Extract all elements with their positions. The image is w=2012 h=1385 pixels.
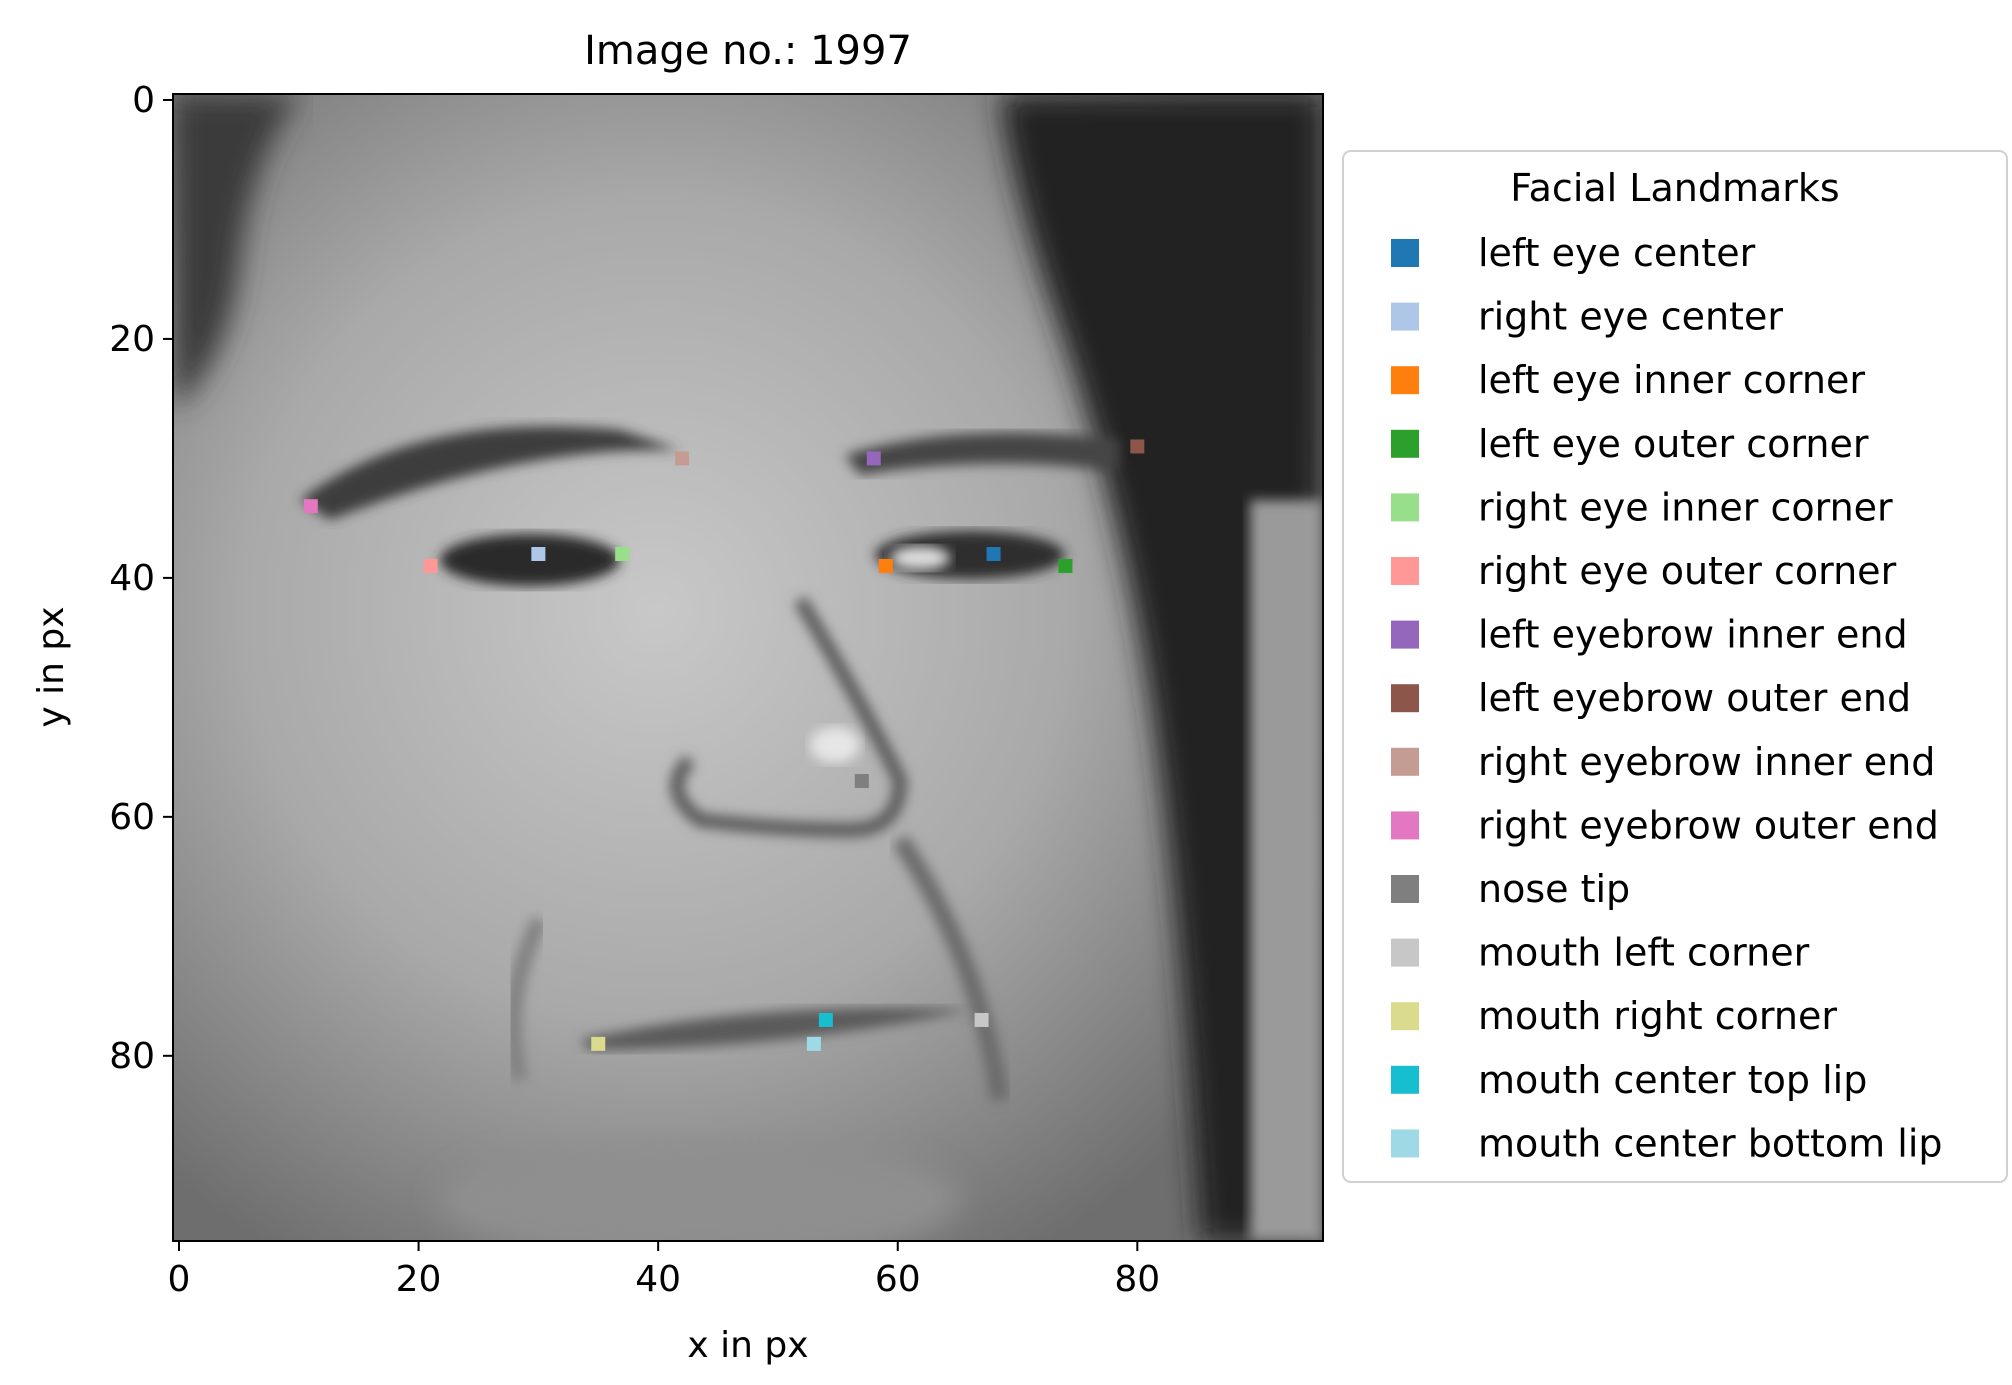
legend-label: mouth left corner: [1478, 931, 1810, 975]
legend-swatch: [1391, 747, 1419, 776]
legend-swatch: [1391, 875, 1419, 903]
plot-frame: [172, 93, 1324, 1242]
legend-swatch: [1391, 493, 1419, 522]
legend-swatch: [1391, 620, 1419, 649]
x-tick-label: 80: [1114, 1259, 1160, 1300]
landmark-point: [615, 546, 630, 561]
legend-title: Facial Landmarks: [1510, 166, 1839, 210]
legend-label: right eye center: [1478, 295, 1783, 339]
y-tick-label: 80: [109, 1036, 155, 1077]
landmark-point: [1058, 558, 1073, 573]
legend-label: mouth center bottom lip: [1478, 1121, 1943, 1165]
landmark-point: [303, 499, 318, 514]
legend-label: left eye outer corner: [1478, 422, 1869, 466]
legend-swatch: [1391, 938, 1419, 967]
landmark-point: [974, 1012, 989, 1027]
legend-swatch: [1391, 366, 1419, 395]
legend-label: left eyebrow outer end: [1478, 676, 1911, 720]
y-tick-label: 40: [109, 558, 155, 599]
legend-swatch: [1391, 239, 1419, 267]
legend-label: right eye outer corner: [1478, 549, 1897, 593]
x-tick-label: 20: [396, 1259, 442, 1300]
legend-label: mouth right corner: [1478, 994, 1837, 1038]
legend-label: right eye inner corner: [1478, 485, 1893, 529]
landmark-point: [1130, 439, 1145, 454]
legend-label: mouth center top lip: [1478, 1058, 1867, 1102]
legend-label: right eyebrow inner end: [1478, 740, 1935, 784]
face-image: [173, 94, 1323, 1241]
x-tick-label: 60: [875, 1259, 921, 1300]
x-tick-label: 40: [635, 1259, 681, 1300]
landmark-point: [531, 546, 546, 561]
y-axis-label: y in px: [31, 606, 72, 727]
landmark-point: [866, 451, 881, 466]
legend-label: nose tip: [1478, 867, 1630, 911]
legend-swatch: [1391, 302, 1419, 331]
landmark-point: [591, 1036, 606, 1051]
landmark-point: [818, 1012, 833, 1027]
legend-swatch: [1391, 684, 1419, 713]
landmark-markers: [303, 439, 1145, 1051]
legend-swatch: [1391, 1002, 1419, 1031]
legend-swatch: [1391, 429, 1419, 458]
chart-title: Image no.: 1997: [584, 28, 912, 74]
legend-label: left eye center: [1478, 231, 1756, 275]
legend-swatch: [1391, 811, 1419, 840]
landmark-point: [986, 546, 1001, 561]
y-tick-label: 0: [132, 80, 155, 121]
legend: Facial Landmarks left eye center right ey…: [1342, 150, 2008, 1183]
y-tick-label: 60: [109, 797, 155, 838]
legend-swatch: [1391, 1065, 1419, 1094]
legend-swatch: [1391, 1129, 1419, 1158]
legend-swatch: [1391, 557, 1419, 585]
x-tick-label: 0: [168, 1259, 191, 1300]
legend-label: left eyebrow inner end: [1478, 613, 1908, 657]
landmark-point: [806, 1036, 821, 1051]
y-axis-ticks: 0 20 40 60 80: [109, 80, 173, 1077]
x-axis-ticks: 0 20 40 60 80: [168, 1241, 1160, 1300]
landmark-point: [878, 558, 893, 573]
landmark-point: [675, 451, 690, 466]
legend-label: right eyebrow outer end: [1478, 803, 1939, 847]
x-axis-label: x in px: [687, 1325, 808, 1366]
legend-label: left eye inner corner: [1478, 358, 1865, 402]
landmark-point: [423, 558, 438, 573]
legend-box: [1342, 150, 2008, 1183]
y-tick-label: 20: [109, 319, 155, 360]
landmark-point: [854, 774, 869, 789]
legend-entries: left eye center right eye center left eye …: [1391, 231, 1943, 1165]
